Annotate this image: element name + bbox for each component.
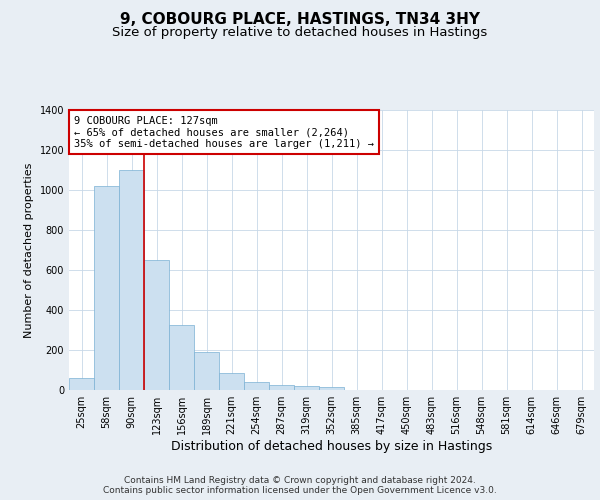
Bar [69, 378, 94, 390]
Bar [294, 386, 319, 390]
Text: 9 COBOURG PLACE: 127sqm
← 65% of detached houses are smaller (2,264)
35% of semi: 9 COBOURG PLACE: 127sqm ← 65% of detache… [74, 116, 374, 149]
Bar [94, 186, 119, 390]
Text: 9, COBOURG PLACE, HASTINGS, TN34 3HY: 9, COBOURG PLACE, HASTINGS, TN34 3HY [120, 12, 480, 28]
Bar [169, 325, 194, 390]
Text: Contains public sector information licensed under the Open Government Licence v3: Contains public sector information licen… [103, 486, 497, 495]
Text: Size of property relative to detached houses in Hastings: Size of property relative to detached ho… [112, 26, 488, 39]
Y-axis label: Number of detached properties: Number of detached properties [24, 162, 34, 338]
Bar [269, 385, 294, 390]
Bar [194, 352, 219, 390]
Bar [219, 373, 244, 390]
Bar [119, 170, 144, 390]
Bar [319, 387, 344, 390]
Text: Contains HM Land Registry data © Crown copyright and database right 2024.: Contains HM Land Registry data © Crown c… [124, 476, 476, 485]
Bar [144, 260, 169, 390]
X-axis label: Distribution of detached houses by size in Hastings: Distribution of detached houses by size … [171, 440, 492, 453]
Bar [244, 382, 269, 390]
